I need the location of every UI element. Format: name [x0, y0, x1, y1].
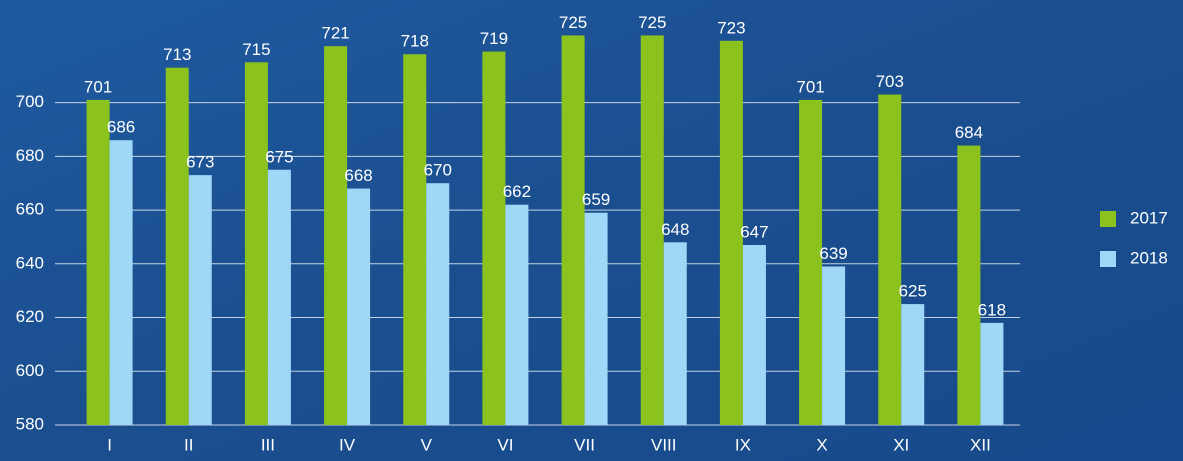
y-tick-label: 600: [16, 361, 44, 380]
bar: [957, 145, 981, 425]
bar: [663, 242, 687, 425]
data-label: 723: [717, 18, 745, 37]
bar: [742, 244, 766, 425]
data-label: 684: [955, 123, 983, 142]
legend-label: 2017: [1130, 208, 1168, 227]
bar: [878, 94, 902, 425]
x-tick-label: I: [107, 435, 112, 454]
data-label: 713: [163, 45, 191, 64]
legend-swatch: [1100, 251, 1116, 267]
bar: [980, 322, 1004, 425]
legend-label: 2018: [1130, 248, 1168, 267]
data-label: 659: [582, 190, 610, 209]
bar: [901, 304, 925, 425]
x-tick-label: V: [421, 435, 433, 454]
data-label: 662: [503, 182, 531, 201]
data-label: 686: [107, 118, 135, 137]
data-label: 719: [480, 29, 508, 48]
bar: [426, 183, 450, 425]
bar: [719, 40, 743, 425]
data-label: 715: [242, 40, 270, 59]
data-label: 668: [344, 166, 372, 185]
data-label: 718: [401, 32, 429, 51]
bar: [165, 67, 189, 425]
data-label: 673: [186, 153, 214, 172]
x-tick-label: IX: [735, 435, 751, 454]
bar: [640, 35, 664, 425]
x-tick-label: II: [184, 435, 193, 454]
data-label: 721: [321, 24, 349, 43]
data-label: 675: [265, 147, 293, 166]
bar: [86, 99, 110, 425]
data-label: 648: [661, 220, 689, 239]
data-label: 625: [899, 282, 927, 301]
x-tick-label: XII: [970, 435, 991, 454]
x-tick-label: VII: [574, 435, 595, 454]
x-tick-label: X: [816, 435, 827, 454]
x-tick-label: III: [261, 435, 275, 454]
bar: [403, 54, 427, 426]
data-label: 618: [978, 300, 1006, 319]
bar: [505, 204, 529, 425]
bar: [561, 35, 585, 425]
x-tick-label: VIII: [651, 435, 677, 454]
data-label: 701: [796, 77, 824, 96]
x-tick-label: IV: [339, 435, 356, 454]
bar: [482, 51, 506, 425]
y-tick-label: 620: [16, 307, 44, 326]
bar: [347, 188, 371, 425]
data-label: 701: [84, 77, 112, 96]
x-tick-label: VI: [497, 435, 513, 454]
x-tick-label: XI: [893, 435, 909, 454]
bar: [799, 99, 823, 425]
data-label: 647: [740, 222, 768, 241]
bar: [324, 46, 348, 426]
y-tick-label: 680: [16, 146, 44, 165]
bar: [244, 62, 268, 426]
y-tick-label: 700: [16, 92, 44, 111]
bar: [822, 266, 846, 425]
data-label: 670: [424, 161, 452, 180]
data-label: 639: [819, 244, 847, 263]
legend-swatch: [1100, 211, 1116, 227]
y-tick-label: 640: [16, 253, 44, 272]
bar: [109, 140, 133, 426]
data-label: 703: [876, 72, 904, 91]
bar: [188, 175, 212, 425]
bar: [584, 212, 608, 425]
y-tick-label: 580: [16, 414, 44, 433]
bar: [267, 169, 291, 425]
y-tick-label: 660: [16, 200, 44, 219]
data-label: 725: [638, 13, 666, 32]
data-label: 725: [559, 13, 587, 32]
